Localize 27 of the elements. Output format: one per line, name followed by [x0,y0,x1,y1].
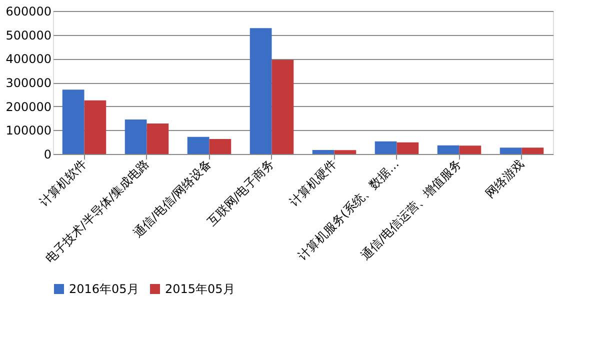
bar [209,138,232,154]
bar [459,146,482,154]
bar [312,150,334,154]
x-tick-label: 计算机硬件 [286,156,340,209]
y-tick-label: 400000 [6,52,52,66]
x-tick-label: 网络游戏 [482,156,527,200]
bar [62,90,84,154]
bar [374,141,397,154]
bar [84,100,106,154]
bar [124,119,147,154]
legend-label: 2016年05月 [69,282,139,296]
bar [272,60,294,154]
y-tick-label: 100000 [6,124,52,138]
bar [437,145,460,154]
y-tick-label: 300000 [6,76,52,90]
y-tick-label: 0 [44,148,52,162]
bar [250,28,272,154]
bar [500,148,522,154]
bar [146,123,169,154]
y-tick-label: 200000 [6,100,52,114]
legend-label: 2015年05月 [165,282,235,296]
bar [396,142,419,154]
bar [334,150,356,154]
bar [522,148,544,154]
y-tick-label: 600000 [6,4,52,18]
bar [187,136,210,154]
y-tick-label: 500000 [6,28,52,42]
